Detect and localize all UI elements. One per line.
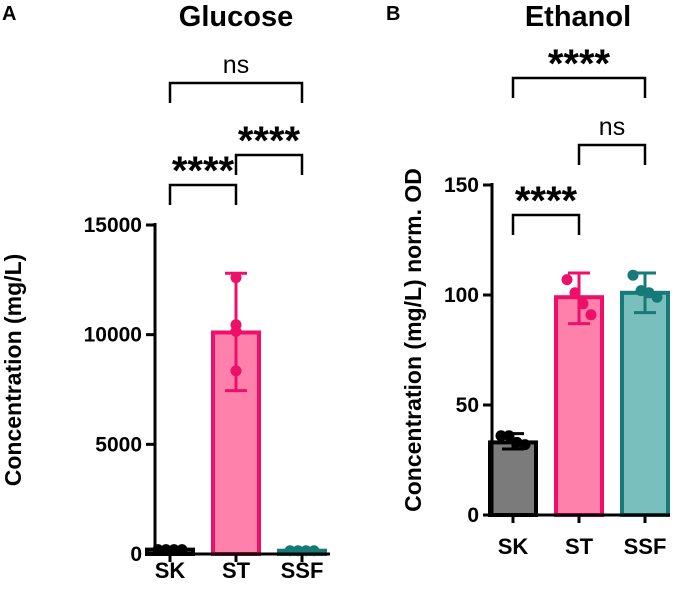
x-tick-label: SK bbox=[498, 534, 529, 559]
x-tick-label: SSF bbox=[624, 534, 667, 559]
chart-title: Ethanol bbox=[525, 1, 631, 33]
y-tick-label: 0 bbox=[130, 543, 142, 566]
significance-bracket bbox=[577, 143, 647, 165]
data-point bbox=[176, 544, 188, 556]
x-tick-label: ST bbox=[222, 558, 251, 583]
y-axis-label: Concentration (mg/L) norm. OD bbox=[400, 168, 426, 512]
data-point bbox=[627, 269, 639, 281]
bar-sk bbox=[488, 440, 538, 517]
bar-st bbox=[554, 295, 604, 518]
panel-letter: B bbox=[386, 3, 400, 25]
significance-bracket bbox=[511, 76, 647, 98]
y-tick-label: 50 bbox=[456, 394, 479, 417]
data-point bbox=[168, 544, 180, 556]
significance-bracket bbox=[168, 183, 238, 205]
data-point bbox=[503, 430, 515, 442]
significance-bracket bbox=[511, 213, 581, 235]
data-point bbox=[569, 287, 581, 299]
y-tick-label: 15000 bbox=[84, 214, 142, 237]
significance-label: **** bbox=[238, 119, 301, 163]
significance-bracket bbox=[234, 153, 304, 175]
panel-letter: A bbox=[2, 3, 16, 25]
significance-label: ns bbox=[599, 113, 625, 141]
bar-ssf bbox=[620, 290, 670, 517]
y-axis-label: Concentration (mg/L) bbox=[0, 254, 26, 487]
significance-label: **** bbox=[548, 42, 611, 86]
data-point bbox=[230, 365, 242, 377]
data-point bbox=[519, 439, 531, 451]
data-point bbox=[230, 272, 242, 284]
y-tick-label: 5000 bbox=[95, 433, 142, 456]
x-tick-label: SSF bbox=[281, 558, 324, 583]
chart-title: Glucose bbox=[179, 1, 293, 33]
data-point bbox=[651, 291, 663, 303]
significance-label: **** bbox=[515, 179, 578, 223]
significance-label: ns bbox=[223, 51, 249, 79]
x-tick-label: SK bbox=[155, 558, 186, 583]
y-tick-label: 10000 bbox=[84, 324, 142, 347]
x-tick-label: ST bbox=[565, 534, 594, 559]
significance-label: **** bbox=[172, 149, 235, 193]
panel-b: B Ethanol Concentration (mg/L) norm. OD … bbox=[386, 1, 670, 559]
y-tick-label: 0 bbox=[467, 504, 479, 527]
data-point bbox=[160, 544, 172, 556]
data-point bbox=[495, 430, 507, 442]
significance-bracket bbox=[168, 81, 304, 103]
data-point bbox=[643, 287, 655, 299]
y-tick-label: 150 bbox=[444, 174, 479, 197]
panel-a: A Glucose Concentration (mg/L) 0 5000 1000… bbox=[0, 1, 330, 583]
y-tick-label: 100 bbox=[444, 284, 479, 307]
data-point bbox=[561, 274, 573, 286]
data-point bbox=[230, 325, 242, 337]
data-point bbox=[577, 298, 589, 310]
data-point bbox=[585, 309, 597, 321]
